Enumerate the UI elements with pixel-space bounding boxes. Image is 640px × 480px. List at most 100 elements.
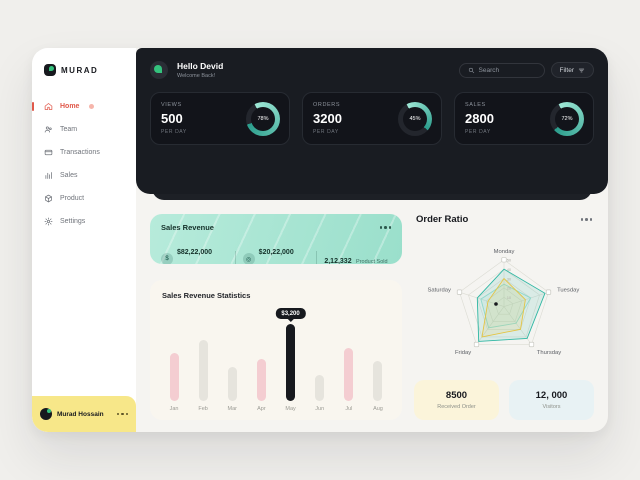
summary-value: 8500 — [445, 390, 468, 402]
bar-column: Apr — [254, 359, 268, 412]
sales-donut-chart: 72% — [550, 101, 584, 136]
kpi-unit: PER DAY — [161, 129, 187, 135]
main-area: Hello Devid Welcome Back! Filter VIEWS 5… — [136, 48, 608, 432]
user-avatar — [40, 408, 52, 420]
sidebar-item-label: Team — [60, 126, 78, 133]
radar-series-light-teal — [480, 283, 532, 328]
kpi-label: ORDERS — [313, 102, 341, 108]
bar-column: Aug — [371, 361, 385, 412]
sidebar-menu: Home Team Transactions Sales Product — [32, 96, 136, 232]
sidebar-item-settings[interactable]: Settings — [32, 211, 136, 232]
bar — [373, 361, 383, 401]
gear-icon — [44, 217, 53, 226]
radar-ring-tick-label: 40 — [507, 266, 512, 271]
statistics-title: Sales Revenue Statistics — [162, 291, 251, 300]
bar-category-label: Jan — [169, 406, 179, 412]
greeting-avatar — [150, 61, 168, 79]
sales-statistics-card: Sales Revenue Statistics Jan Feb Mar Apr $3,… — [150, 280, 402, 420]
bar — [344, 348, 354, 401]
bar-category-label: Apr — [257, 406, 266, 412]
logo: MURAD — [32, 48, 136, 84]
bar-category-label: May — [285, 406, 296, 412]
sidebar-item-transactions[interactable]: Transactions — [32, 142, 136, 163]
search-input[interactable] — [478, 66, 536, 74]
coin-icon: ◎ — [242, 253, 255, 264]
search-box[interactable] — [458, 62, 545, 78]
revenue-stat-product-sold: 2,12,332 Product Sold — [324, 250, 391, 264]
greeting-title: Hello Devid — [177, 61, 224, 71]
sidebar-item-sales[interactable]: Sales — [32, 165, 136, 186]
kpi-card-orders: ORDERS 3200 PER DAY 45% — [302, 92, 442, 145]
bar-column: Jul — [342, 348, 356, 412]
summary-label: Received Order — [437, 403, 476, 410]
dashboard-app: MURAD Home Team Transactions Sales — [32, 48, 608, 432]
received-order-card: 8500 Received Order — [414, 380, 499, 420]
sidebar-item-product[interactable]: Product — [32, 188, 136, 209]
bar — [256, 359, 266, 401]
kpi-card-views: VIEWS 500 PER DAY 78% — [150, 92, 290, 145]
chart-icon — [45, 172, 52, 179]
bar-column: $3,200 May — [275, 308, 306, 412]
donut-percent: 72% — [561, 115, 573, 122]
divider — [316, 251, 318, 264]
bar — [198, 340, 208, 401]
bar — [315, 375, 325, 401]
donut-percent: 78% — [257, 115, 269, 122]
revenue-stats-row: $ $82,22,000 Sales ◎ $20,22,000 Revenu — [161, 241, 391, 264]
radar-axis-label: Monday — [494, 249, 515, 255]
radar-vertex-handle — [545, 289, 552, 295]
bar-category-label: Mar — [227, 406, 238, 412]
left-column: Sales Revenue $ $82,22,000 Sales — [150, 214, 402, 420]
orders-donut-chart: 45% — [398, 101, 432, 136]
radar-chart-area: Monday Tuesday Thursday Friday Saturday 10 20 3… — [414, 225, 594, 380]
bar: $3,200 — [275, 308, 306, 401]
bar-column: Feb — [196, 340, 210, 412]
donut-percent: 45% — [409, 115, 421, 122]
stat-value: $20,22,000 — [258, 249, 294, 256]
radar-ring-tick-label: 10 — [507, 295, 512, 300]
summary-label: Visitors — [542, 403, 561, 410]
right-column: Order Ratio Monday Tuesday Thursday Friday S… — [414, 214, 594, 420]
user-menu-icon[interactable] — [116, 412, 128, 416]
radar-spoke — [476, 305, 505, 345]
sidebar-item-team[interactable]: Team — [32, 119, 136, 140]
order-ratio-more-options-icon[interactable] — [580, 218, 592, 221]
revenue-stat-revenue: ◎ $20,22,000 Revenue — [242, 241, 310, 264]
radar-grid-ring — [485, 286, 523, 322]
sales-revenue-title: Sales Revenue — [161, 223, 214, 232]
radar-marker-dot — [494, 301, 498, 306]
radar-ring-tick-label: 20 — [507, 285, 512, 290]
sidebar-item-home[interactable]: Home — [32, 96, 136, 117]
user-name: Murad Hossain — [57, 410, 104, 418]
kpi-row: VIEWS 500 PER DAY 78% ORDERS 3200 PER DA… — [136, 79, 608, 145]
radar-ring-tick-label: 50 — [507, 257, 512, 262]
bar-column: Mar — [225, 367, 239, 412]
filter-label: Filter — [559, 66, 574, 74]
revenue-more-options-icon[interactable] — [379, 226, 391, 229]
radar-grid-ring — [468, 268, 540, 337]
sidebar-item-label: Home — [60, 103, 80, 110]
radar-spoke — [503, 291, 549, 307]
summary-cards-row: 8500 Received Order 12, 000 Visitors — [414, 380, 594, 420]
visitors-card: 12, 000 Visitors — [509, 380, 594, 420]
order-ratio-title: Order Ratio — [416, 214, 469, 225]
user-profile-chip[interactable]: Murad Hossain — [32, 396, 136, 432]
radar-axis-label: Tuesday — [557, 287, 579, 293]
revenue-stat-sales: $ $82,22,000 Sales — [161, 241, 228, 264]
card-icon — [44, 149, 53, 156]
greeting-subtitle: Welcome Back! — [177, 73, 216, 79]
search-icon — [468, 67, 474, 73]
radar-vertex-handle — [528, 341, 535, 347]
radar-axis-label: Saturday — [428, 287, 451, 293]
sidebar: MURAD Home Team Transactions Sales — [32, 48, 136, 432]
kpi-unit: PER DAY — [313, 129, 339, 135]
radar-axis-label: Thursday — [537, 349, 561, 355]
logo-icon — [44, 64, 56, 76]
kpi-value: 2800 — [465, 111, 494, 126]
bar — [169, 353, 179, 401]
filter-button[interactable]: Filter — [550, 62, 594, 78]
radar-vertex-handle — [501, 256, 507, 262]
sidebar-item-label: Sales — [60, 172, 78, 179]
views-donut-chart: 78% — [246, 101, 280, 136]
bar-tooltip: $3,200 — [275, 308, 306, 319]
